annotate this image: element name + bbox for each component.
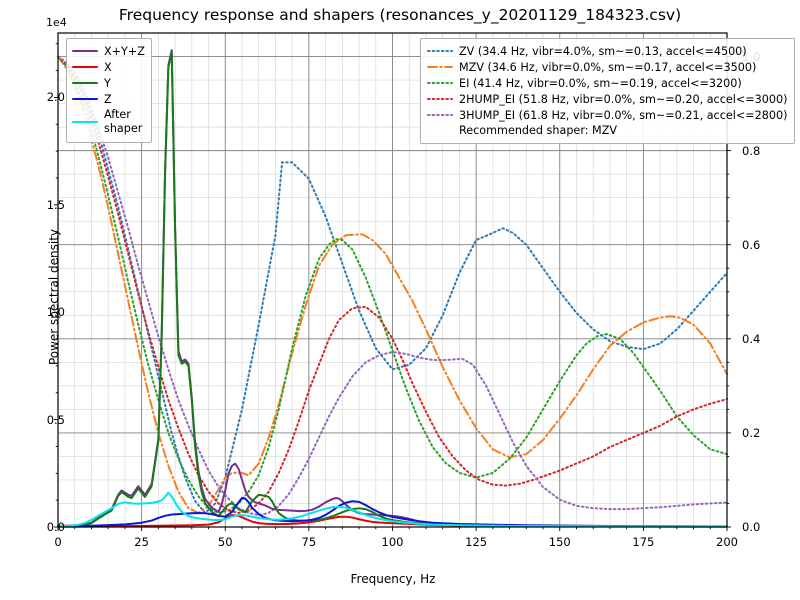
x-tick-label: 0: [54, 535, 62, 549]
shaper-legend-item: ZV (34.4 Hz, vibr=4.0%, sm~=0.13, accel<…: [427, 43, 787, 59]
y-tick-label: 1.5: [46, 197, 65, 212]
shaper-legend-label: EI (41.4 Hz, vibr=0.0%, sm~=0.19, accel<…: [459, 76, 742, 90]
y-tick-label: 0.0: [46, 520, 65, 534]
legend-line-swatch: [427, 108, 453, 122]
x-tick-label: 50: [217, 535, 233, 549]
legend-line-swatch: [72, 92, 98, 106]
shaper-legend-item: EI (41.4 Hz, vibr=0.0%, sm~=0.19, accel<…: [427, 75, 787, 91]
shaper-legend-label: 2HUMP_EI (51.8 Hz, vibr=0.0%, sm~=0.20, …: [459, 92, 788, 106]
y2-tick-label: 0.8: [742, 143, 761, 158]
legend-line-swatch: [72, 44, 98, 58]
psd-legend-item: Y: [72, 75, 145, 91]
axis-ticks: [54, 43, 731, 531]
psd-legend-label: X: [104, 60, 112, 74]
x-tick-label: 200: [716, 535, 738, 549]
psd-legend-label: After shaper: [104, 108, 143, 135]
legend-line-swatch: [72, 60, 98, 74]
chart-title: Frequency response and shapers (resonanc…: [118, 6, 682, 24]
shaper-legend-item: 2HUMP_EI (51.8 Hz, vibr=0.0%, sm~=0.20, …: [427, 91, 787, 107]
legend-line-swatch: [427, 60, 453, 74]
shaper-legend: ZV (34.4 Hz, vibr=4.0%, sm~=0.13, accel<…: [420, 38, 796, 144]
psd-legend-item: Z: [72, 91, 145, 107]
legend-line-swatch: [427, 76, 453, 90]
psd-curve-x-y-z: [57, 49, 645, 528]
x-tick-label: 25: [134, 535, 149, 549]
y-axis-multiplier: 1e4: [46, 16, 67, 29]
shaper-curve-ei: [57, 55, 728, 514]
legend-line-swatch: [427, 92, 453, 106]
legend-line-swatch: [72, 115, 98, 129]
shaper-curve-mzv: [57, 55, 728, 515]
shaper-curve-3hump_ei: [57, 55, 728, 517]
legend-line-swatch: [427, 44, 453, 58]
psd-curves: [57, 49, 728, 528]
psd-curve-y: [57, 51, 728, 528]
y-tick-label: 0.5: [46, 412, 65, 427]
shaper-legend-item: 3HUMP_EI (61.8 Hz, vibr=0.0%, sm~=0.21, …: [427, 107, 787, 123]
psd-legend-item: X: [72, 59, 145, 75]
shaper-legend-label: ZV (34.4 Hz, vibr=4.0%, sm~=0.13, accel<…: [459, 44, 747, 58]
x-tick-label: 150: [548, 535, 571, 549]
y2-tick-label: 0.6: [742, 237, 761, 252]
psd-legend-item: After shaper: [72, 107, 145, 137]
shaper-legend-label: MZV (34.6 Hz, vibr=0.0%, sm~=0.17, accel…: [459, 60, 757, 74]
shaper-legend-item: MZV (34.6 Hz, vibr=0.0%, sm~=0.17, accel…: [427, 59, 787, 75]
y-tick-label: 2.0: [46, 90, 65, 105]
shaper-curve-2hump_ei: [57, 55, 728, 514]
y2-tick-label: 0.0: [742, 520, 761, 534]
psd-legend-label: Y: [104, 76, 111, 90]
x-tick-label: 175: [632, 535, 655, 549]
x-axis-label: Frequency, Hz: [350, 572, 436, 586]
y-axis-label: Power spectral density: [47, 228, 61, 366]
legend-line-swatch: [72, 76, 98, 90]
shaper-curves: [57, 55, 728, 517]
shaper-legend-label: 3HUMP_EI (61.8 Hz, vibr=0.0%, sm~=0.21, …: [459, 108, 788, 122]
psd-curve-after-shaper: [57, 491, 728, 528]
shaper-curve-zv: [57, 55, 728, 515]
psd-legend: X+Y+Z X Y Z After shaper: [66, 38, 152, 143]
psd-legend-label: Z: [104, 92, 112, 106]
y2-tick-label: 0.4: [742, 331, 761, 346]
x-tick-label: 75: [301, 535, 317, 549]
recommended-shaper-note: Recommended shaper: MZV: [459, 124, 618, 137]
x-tick-label: 125: [465, 535, 488, 549]
psd-legend-item: X+Y+Z: [72, 43, 145, 59]
x-tick-label: 100: [381, 535, 404, 549]
psd-legend-label: X+Y+Z: [104, 44, 145, 58]
psd-curve-x: [57, 513, 728, 528]
y-tick-label: 1.0: [46, 305, 65, 320]
y2-tick-label: 0.2: [742, 425, 761, 440]
